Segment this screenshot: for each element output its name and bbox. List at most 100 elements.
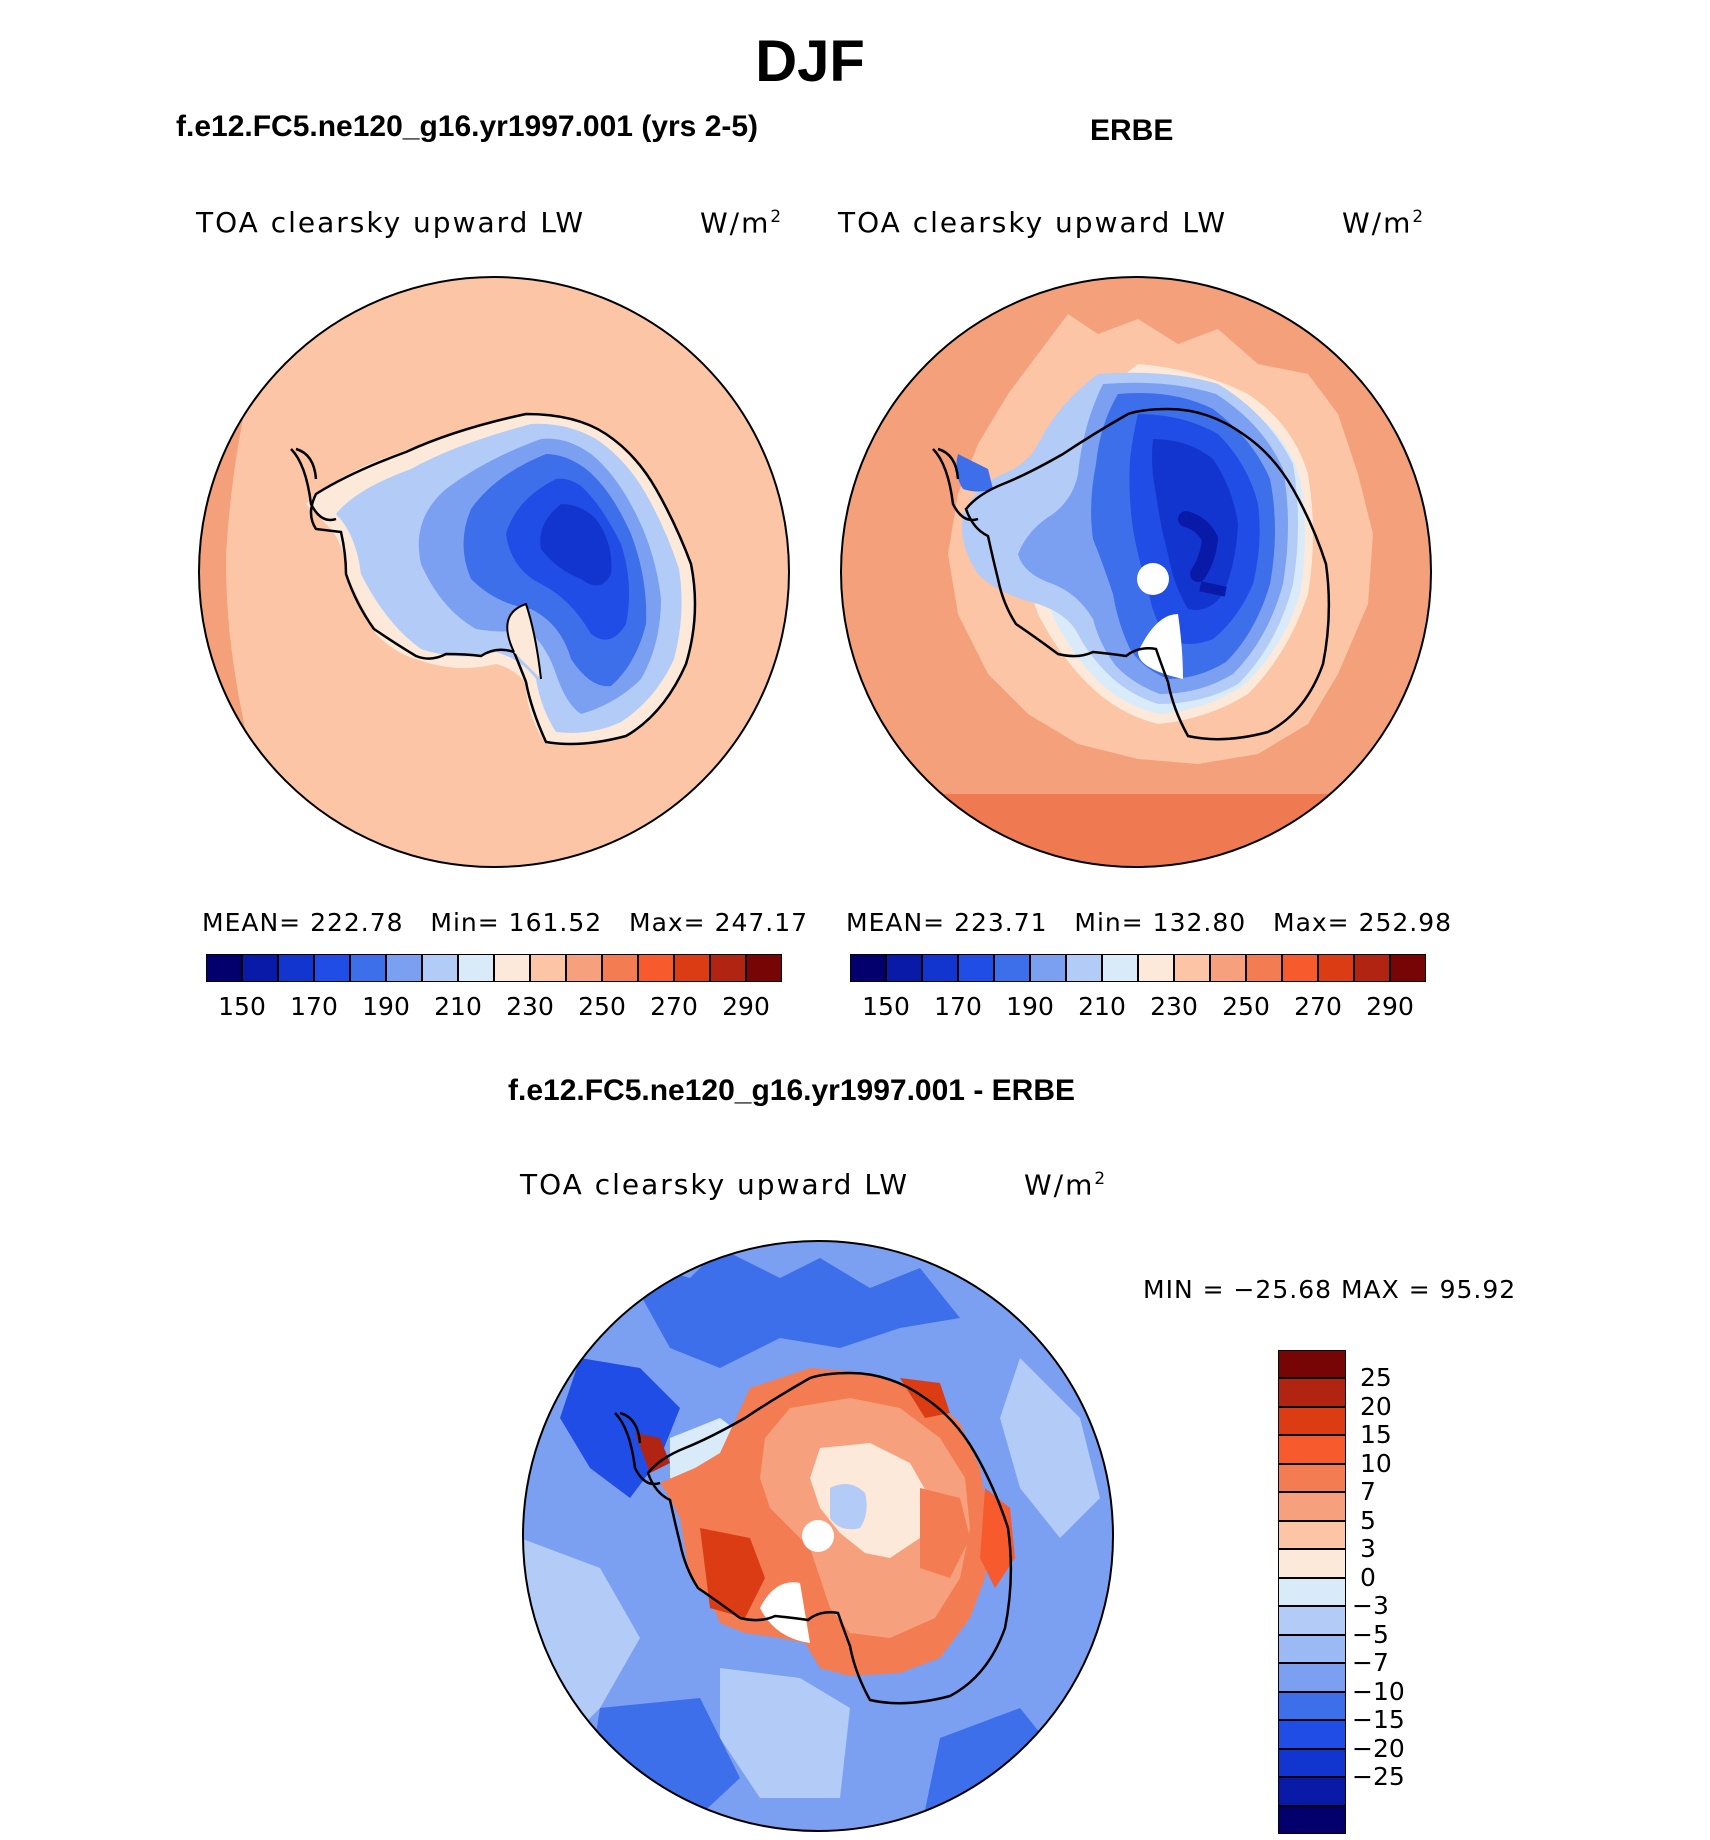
colorbar-swatch [1066, 954, 1102, 982]
colorbar-swatch [746, 954, 782, 982]
colorbar-swatch [1278, 1435, 1346, 1464]
colorbar-swatch [566, 954, 602, 982]
colorbar-swatch [1282, 954, 1318, 982]
colorbar-difference [1278, 1350, 1346, 1834]
colorbar-swatch [1278, 1663, 1346, 1692]
colorbar-tick-label: −3 [1352, 1591, 1389, 1621]
colorbar-tick-label: 230 [1150, 992, 1198, 1021]
colorbar-swatch [602, 954, 638, 982]
colorbar-swatch [1030, 954, 1066, 982]
figure-title: DJF [755, 29, 865, 94]
panel-right-variable: TOA clearsky upward LW [838, 206, 1228, 239]
colorbar-tick-label: 15 [1360, 1420, 1392, 1450]
panel-left-stats: MEAN= 222.78 Min= 161.52 Max= 247.17 [202, 908, 809, 937]
colorbar-swatch [1278, 1520, 1346, 1550]
map-difference [522, 1240, 1114, 1832]
colorbar-swatch [1278, 1492, 1346, 1521]
colorbar-tick-label: 250 [1222, 992, 1270, 1021]
colorbar-swatch [1174, 954, 1210, 982]
colorbar-swatch [1278, 1748, 1346, 1778]
diff-variable: TOA clearsky upward LW [520, 1168, 910, 1201]
colorbar-tick-label: 230 [506, 992, 554, 1021]
colorbar-swatch [710, 954, 746, 982]
colorbar-swatch [494, 954, 530, 982]
map-left-model [198, 276, 790, 868]
colorbar-swatch [350, 954, 386, 982]
colorbar-swatch [1278, 1406, 1346, 1436]
colorbar-tick-label: 170 [934, 992, 982, 1021]
diff-minmax: MIN = −25.68 MAX = 95.92 [1143, 1275, 1517, 1304]
colorbar-swatch [386, 954, 422, 982]
colorbar-left-ticks: 150 170 190 210 230 250 270 290 [206, 992, 782, 1024]
colorbar-tick-label: 290 [722, 992, 770, 1021]
colorbar-swatch [638, 954, 674, 982]
colorbar-swatch [1278, 1350, 1346, 1379]
colorbar-swatch [958, 954, 994, 982]
colorbar-swatch [886, 954, 922, 982]
colorbar-right-ticks: 150 170 190 210 230 250 270 290 [850, 992, 1426, 1024]
colorbar-tick-label: −5 [1352, 1619, 1389, 1649]
panel-right-stats: MEAN= 223.71 Min= 132.80 Max= 252.98 [846, 908, 1453, 937]
colorbar-difference-ticks: 25 20 15 10 7 5 3 0 −3 −5 −7 −10 −15 −20 −25 [1352, 1350, 1472, 1834]
colorbar-swatch [1278, 1606, 1346, 1635]
colorbar-tick-label: −7 [1352, 1648, 1389, 1678]
colorbar-swatch [922, 954, 958, 982]
colorbar-swatch [1278, 1549, 1346, 1578]
colorbar-swatch [1354, 954, 1390, 982]
colorbar-swatch [674, 954, 710, 982]
diff-title: f.e12.FC5.ne120_g16.yr1997.001 - ERBE [508, 1074, 1075, 1107]
colorbar-tick-label: 25 [1360, 1363, 1392, 1393]
colorbar-tick-label: 270 [650, 992, 698, 1021]
colorbar-left [206, 954, 782, 982]
colorbar-right [850, 954, 1426, 982]
colorbar-swatch [1318, 954, 1354, 982]
colorbar-tick-label: −15 [1352, 1705, 1405, 1735]
panel-right-case-title: ERBE [1090, 114, 1174, 147]
colorbar-swatch [1278, 1691, 1346, 1721]
colorbar-swatch [422, 954, 458, 982]
colorbar-swatch [314, 954, 350, 982]
panel-right-units: W/m2 [1342, 206, 1426, 240]
colorbar-swatch [206, 954, 242, 982]
colorbar-swatch [242, 954, 278, 982]
colorbar-tick-label: 10 [1360, 1448, 1392, 1478]
colorbar-tick-label: 170 [290, 992, 338, 1021]
colorbar-tick-label: −20 [1352, 1733, 1405, 1763]
colorbar-tick-label: 190 [362, 992, 410, 1021]
colorbar-swatch [1278, 1378, 1346, 1407]
colorbar-swatch [1278, 1720, 1346, 1749]
colorbar-tick-label: 290 [1366, 992, 1414, 1021]
colorbar-tick-label: 5 [1360, 1505, 1376, 1535]
colorbar-swatch [1210, 954, 1246, 982]
colorbar-swatch [850, 954, 886, 982]
colorbar-swatch [458, 954, 494, 982]
colorbar-swatch [1278, 1805, 1346, 1834]
colorbar-tick-label: −10 [1352, 1676, 1405, 1706]
colorbar-swatch [1390, 954, 1426, 982]
colorbar-swatch [1246, 954, 1282, 982]
colorbar-tick-label: 210 [1078, 992, 1126, 1021]
colorbar-tick-label: 150 [218, 992, 266, 1021]
colorbar-swatch [278, 954, 314, 982]
colorbar-swatch [1278, 1577, 1346, 1607]
colorbar-swatch [1278, 1777, 1346, 1806]
colorbar-tick-label: 150 [862, 992, 910, 1021]
colorbar-tick-label: 210 [434, 992, 482, 1021]
colorbar-tick-label: 3 [1360, 1534, 1376, 1564]
panel-left-variable: TOA clearsky upward LW [196, 206, 586, 239]
colorbar-swatch [530, 954, 566, 982]
panel-left-case-title: f.e12.FC5.ne120_g16.yr1997.001 (yrs 2-5) [176, 110, 759, 143]
colorbar-swatch [1102, 954, 1138, 982]
colorbar-swatch [1278, 1634, 1346, 1664]
diff-units: W/m2 [1024, 1168, 1108, 1202]
colorbar-swatch [994, 954, 1030, 982]
colorbar-swatch [1278, 1463, 1346, 1493]
colorbar-tick-label: 7 [1360, 1477, 1376, 1507]
colorbar-tick-label: 190 [1006, 992, 1054, 1021]
colorbar-tick-label: 0 [1360, 1562, 1376, 1592]
colorbar-tick-label: 20 [1360, 1391, 1392, 1421]
colorbar-tick-label: 270 [1294, 992, 1342, 1021]
colorbar-tick-label: −25 [1352, 1762, 1405, 1792]
panel-left-units: W/m2 [700, 206, 784, 240]
colorbar-tick-label: 250 [578, 992, 626, 1021]
